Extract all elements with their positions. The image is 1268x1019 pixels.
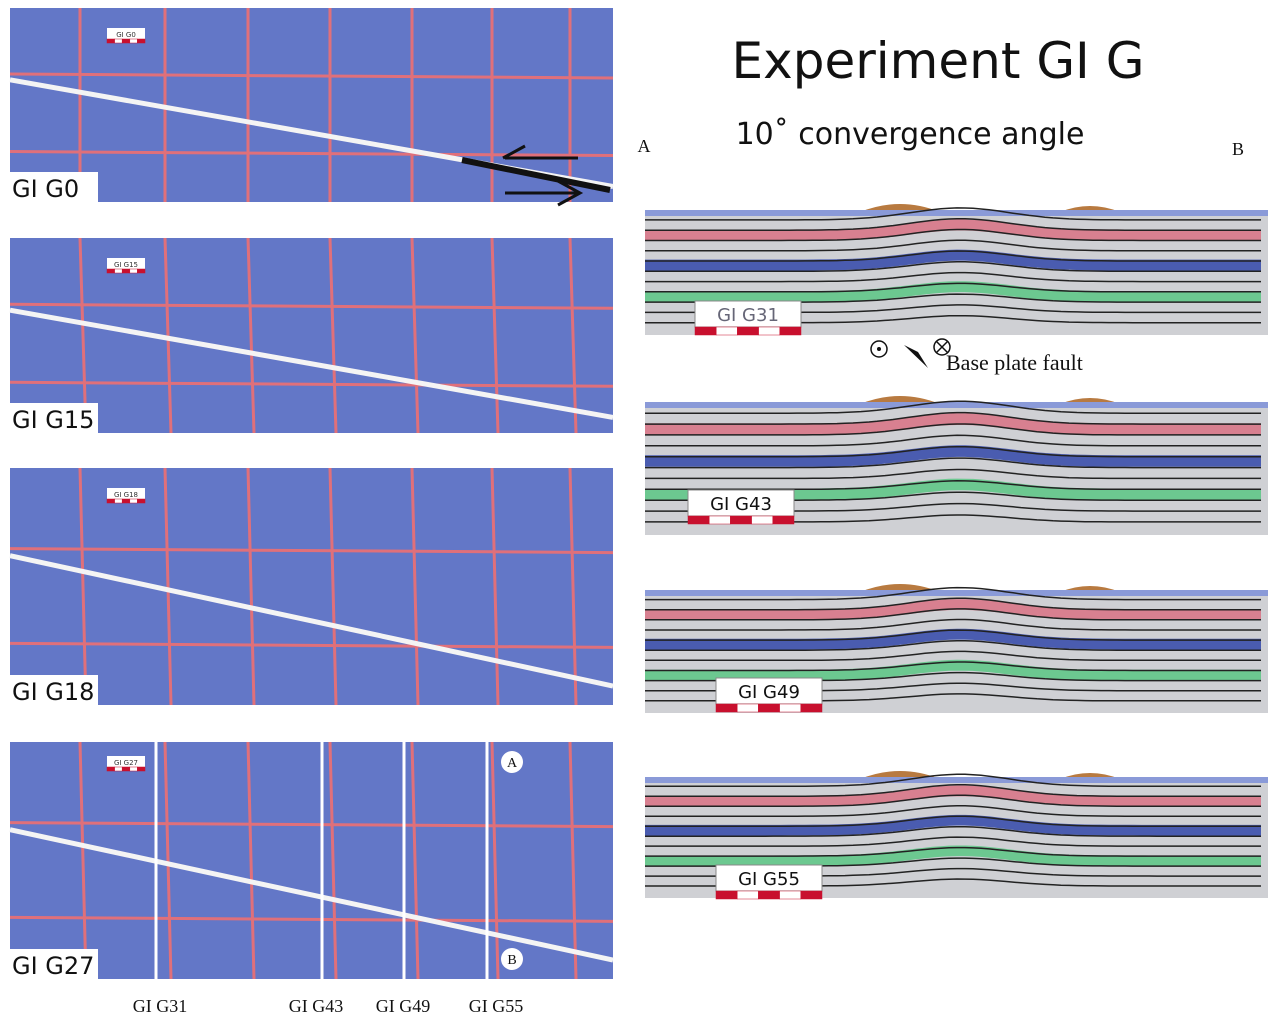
map-shade <box>10 742 613 979</box>
scale-block <box>130 767 138 771</box>
scale-block <box>780 891 801 899</box>
scale-block <box>130 269 138 273</box>
section-end: B <box>1232 139 1244 159</box>
figure-title: Experiment GI G <box>732 32 1145 90</box>
section-label: GI G49 <box>738 682 800 703</box>
fault-label: Base plate fault <box>946 350 1083 375</box>
scale-block <box>773 516 794 524</box>
scale-block <box>115 499 123 503</box>
scale-block <box>115 767 123 771</box>
scale-block <box>107 499 115 503</box>
scale-block <box>107 269 115 273</box>
scale-tag-text: GI G18 <box>114 491 138 499</box>
scale-block <box>737 704 758 712</box>
scale-block <box>122 767 130 771</box>
scale-block <box>716 891 737 899</box>
scale-block <box>137 499 145 503</box>
blue-cap <box>645 402 1268 408</box>
scale-block <box>709 516 730 524</box>
scale-block <box>758 891 779 899</box>
scale-block <box>688 516 709 524</box>
panel-label: GI G15 <box>12 406 94 434</box>
scale-block <box>137 269 145 273</box>
scale-block <box>107 39 115 43</box>
blue-cap <box>645 590 1268 596</box>
section-end: A <box>638 136 651 156</box>
scale-tag-text: GI G0 <box>116 31 136 39</box>
blue-cap <box>645 210 1268 216</box>
scale-block <box>780 327 801 335</box>
scale-tag-text: GI G15 <box>114 261 138 269</box>
scale-block <box>716 327 737 335</box>
panel-label: GI G0 <box>12 175 79 203</box>
scale-block <box>737 327 758 335</box>
scale-block <box>737 891 758 899</box>
section-label: GI G31 <box>717 305 779 326</box>
subtitle: 10˚ convergence angle <box>736 117 1085 152</box>
scale-block <box>801 704 822 712</box>
scale-block <box>137 39 145 43</box>
out-of-page-dot <box>877 347 881 351</box>
figure: Experiment GI G 10˚ convergence angle A … <box>0 0 1268 1019</box>
scale-block <box>122 269 130 273</box>
scale-block <box>115 39 123 43</box>
scale-block <box>758 704 779 712</box>
scale-block <box>122 499 130 503</box>
map-shade <box>10 468 613 705</box>
panel-label: GI G18 <box>12 678 94 706</box>
fault-pointer <box>904 345 928 368</box>
scale-block <box>801 891 822 899</box>
section-label: GI G55 <box>738 869 800 890</box>
section-label: GI G43 <box>710 494 772 515</box>
scale-block <box>115 269 123 273</box>
scale-block <box>137 767 145 771</box>
cut-label: GI G49 <box>376 996 431 1016</box>
scale-block <box>730 516 751 524</box>
scale-block <box>122 39 130 43</box>
cut-label: GI G55 <box>469 996 524 1016</box>
map-marker: A <box>507 756 518 771</box>
cut-label: GI G31 <box>133 996 188 1016</box>
scale-block <box>130 39 138 43</box>
cut-label: GI G43 <box>289 996 344 1016</box>
scale-block <box>695 327 716 335</box>
scale-block <box>752 516 773 524</box>
scale-tag-text: GI G27 <box>114 759 138 767</box>
scale-block <box>716 704 737 712</box>
scale-block <box>759 327 780 335</box>
panel-label: GI G27 <box>12 952 94 980</box>
map-marker: B <box>507 953 516 968</box>
scale-block <box>780 704 801 712</box>
scale-block <box>107 767 115 771</box>
scale-block <box>130 499 138 503</box>
blue-cap <box>645 777 1268 783</box>
